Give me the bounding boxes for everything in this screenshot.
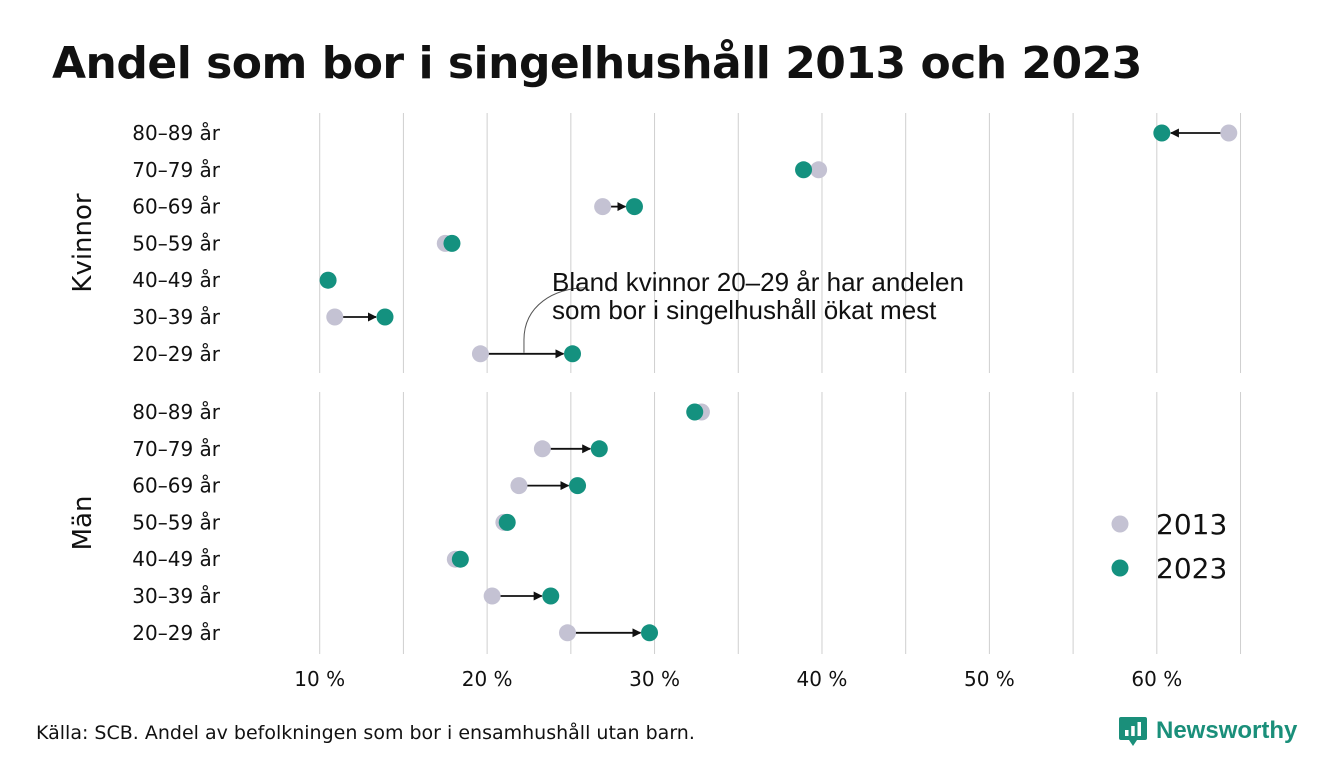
dot-2023	[1153, 124, 1171, 142]
category-label: 60–69 år	[132, 474, 221, 498]
dot-2013	[326, 308, 344, 326]
x-tick-label: 50 %	[964, 667, 1015, 691]
legend-marker-2023	[1111, 559, 1129, 577]
dot-2023	[569, 477, 587, 495]
dot-2013	[1220, 124, 1238, 142]
x-tick-label: 10 %	[294, 667, 345, 691]
category-label: 50–59 år	[132, 510, 221, 534]
x-tick-label: 40 %	[797, 667, 848, 691]
category-label: 70–79 år	[132, 437, 221, 461]
dot-2023	[686, 403, 704, 421]
dot-2023	[542, 587, 560, 605]
category-label: 50–59 år	[132, 231, 221, 255]
panel-label-kvinnor: Kvinnor	[68, 193, 98, 293]
legend-label-2023: 2023	[1156, 552, 1227, 585]
legend-marker-2013	[1111, 515, 1129, 533]
dot-2013	[471, 345, 489, 363]
dot-2023	[451, 550, 469, 568]
dot-2023	[590, 440, 608, 458]
annotation-text-line: som bor i singelhushåll ökat mest	[552, 295, 937, 325]
dot-2013	[594, 198, 612, 216]
category-label: 80–89 år	[132, 400, 221, 424]
source-note: Källa: SCB. Andel av befolkningen som bo…	[36, 722, 695, 744]
dot-2013	[533, 440, 551, 458]
x-tick-label: 60 %	[1131, 667, 1182, 691]
category-label: 20–29 år	[132, 621, 221, 645]
dot-2023	[625, 198, 643, 216]
dot-2013	[558, 624, 576, 642]
dot-2023	[795, 161, 813, 179]
x-tick-label: 20 %	[462, 667, 513, 691]
chart-title: Andel som bor i singelhushåll 2013 och 2…	[52, 38, 1142, 89]
dot-2023	[498, 513, 516, 531]
panel-label-man: Män	[68, 496, 98, 551]
newsworthy-logo: Newsworthy	[1118, 714, 1297, 748]
dot-2023	[376, 308, 394, 326]
category-label: 20–29 år	[132, 342, 221, 366]
bar-chart-speech-icon	[1119, 717, 1147, 746]
annotation-connector	[523, 287, 586, 353]
legend-label-2013: 2013	[1156, 508, 1227, 541]
category-label: 40–49 år	[132, 547, 221, 571]
x-tick-label: 30 %	[629, 667, 680, 691]
dumbbell-chart: 10 % 20 % 30 % 40 % 50 % 60 % Kvinnor 80–89 år 7…	[68, 113, 1242, 691]
dot-2013	[483, 587, 501, 605]
dot-2023	[564, 345, 582, 363]
category-label: 80–89 år	[132, 121, 221, 145]
brand-name: Newsworthy	[1156, 717, 1298, 744]
dot-2023	[319, 271, 337, 289]
category-label: 60–69 år	[132, 195, 221, 219]
category-label: 40–49 år	[132, 268, 221, 292]
category-label: 70–79 år	[132, 158, 221, 182]
dot-2023	[443, 234, 461, 252]
annotation-text-line: Bland kvinnor 20–29 år har andelen	[552, 267, 964, 297]
dot-2013	[810, 161, 828, 179]
dot-2023	[641, 624, 659, 642]
category-label: 30–39 år	[132, 584, 221, 608]
category-label: 30–39 år	[132, 305, 221, 329]
dot-2013	[510, 477, 528, 495]
